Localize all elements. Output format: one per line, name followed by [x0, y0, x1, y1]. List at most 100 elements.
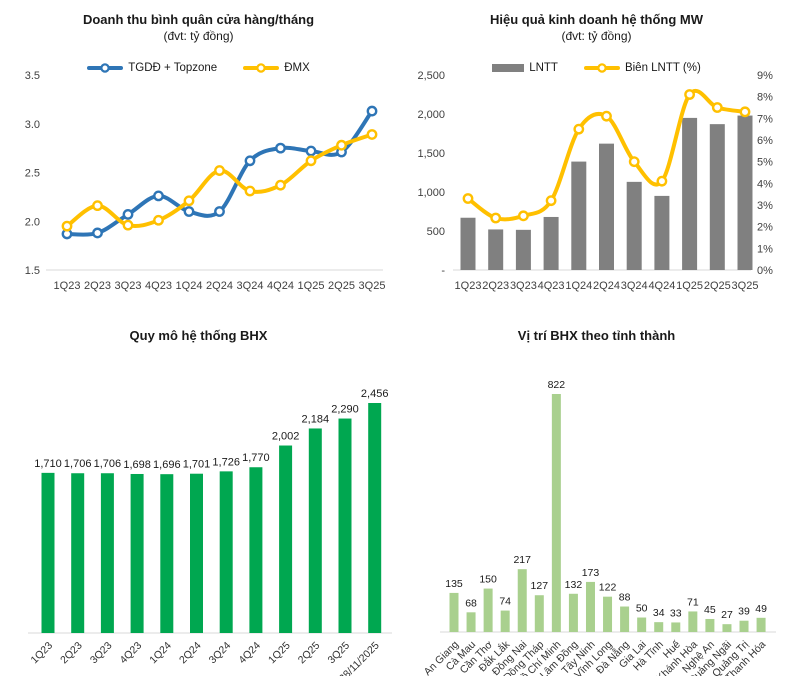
bar	[160, 474, 174, 633]
revenue-per-store-plot: 3.5 3.0 2.5 2.0 1.5 1Q23 2Q23 3Q23 4Q23 1Q24 2Q24 3…	[0, 0, 397, 310]
x-tick-label: 4Q23	[145, 280, 172, 292]
bar-value-label: 74	[499, 596, 511, 608]
bar-value-label: 1,696	[153, 459, 181, 471]
mw-performance-plot: 2,500 2,000 1,500 1,000 500 - 9% 8% 7% 6% 5% 4% 3% 2%…	[398, 0, 795, 310]
x-tick-label: 2Q25	[704, 280, 731, 292]
legend-label: Biên LNTT (%)	[624, 62, 701, 74]
bar	[308, 428, 322, 633]
legend: LNTT Biên LNTT (%)	[398, 62, 795, 74]
y-tick-label: 3.5	[25, 70, 40, 82]
right-y-tick-label: 1%	[757, 243, 773, 255]
bar-value-label: 150	[479, 574, 497, 586]
x-tick-label: 3Q25	[359, 280, 386, 292]
bar	[654, 195, 670, 270]
bar	[449, 592, 459, 632]
bar	[517, 569, 527, 632]
data-point-marker	[214, 206, 225, 217]
chart-canvas: 1,710 1Q23 1,706 2Q23 1,706 3Q23 1,698 4Q23 1,69…	[28, 388, 392, 676]
data-point-marker	[275, 142, 286, 154]
chart-mw-performance-panel: 2,500 2,000 1,500 1,000 500 - 9% 8% 7% 6% 5% 4% 3% 2%…	[398, 0, 795, 310]
y-tick-label: 2.5	[25, 168, 40, 180]
left-y-tick-label: -	[441, 265, 445, 277]
chart-title: Doanh thu bình quân cửa hàng/tháng	[82, 12, 315, 27]
bar	[585, 581, 595, 632]
chart-canvas: 2,500 2,000 1,500 1,000 500 - 9% 8% 7% 6% 5% 4% 3% 2%…	[417, 70, 773, 292]
x-tick-label: 1Q23	[54, 280, 81, 292]
bar	[534, 595, 544, 632]
x-tick-label: 2Q25	[296, 640, 323, 667]
y-tick-label: 1.5	[25, 265, 40, 277]
left-y-tick-label: 1,500	[417, 148, 445, 160]
right-y-tick-label: 4%	[757, 178, 773, 190]
data-point-marker	[61, 220, 73, 232]
bar-value-label: 135	[445, 578, 463, 590]
x-tick-label: 3Q24	[237, 280, 264, 292]
chart-title: Hiệu quả kinh doanh hệ thống MW	[489, 12, 704, 27]
x-tick-label: 1Q25	[298, 280, 325, 292]
bar-value-label: 173	[582, 567, 600, 579]
bar	[654, 622, 664, 632]
data-point-marker	[244, 155, 256, 167]
y-tick-label: 2.0	[25, 216, 40, 228]
chart-subtitle: (đvt: tỷ đồng)	[163, 29, 234, 43]
data-point-marker	[214, 165, 225, 176]
bar	[637, 617, 647, 632]
data-point-marker	[153, 214, 164, 226]
bar	[603, 596, 613, 632]
right-y-tick-label: 5%	[757, 157, 773, 169]
bar	[249, 467, 263, 633]
bar	[71, 473, 85, 633]
bar-value-label: 88	[619, 592, 631, 604]
bar-value-label: 822	[548, 379, 566, 391]
x-tick-label: 3Q23	[510, 280, 537, 292]
legend: TGDĐ + Topzone ĐMX	[0, 62, 397, 74]
x-tick-label: 2Q23	[482, 280, 509, 292]
x-tick-label: 3Q25	[325, 640, 352, 667]
bar	[568, 593, 578, 632]
bar	[279, 445, 293, 633]
x-tick-label: 1Q23	[455, 280, 482, 292]
x-tick-label: 2Q25	[328, 280, 355, 292]
bar-value-label: 132	[565, 579, 583, 591]
bar-value-label: 217	[513, 554, 531, 566]
x-tick-label: 2Q23	[58, 640, 85, 667]
chart-bhx-provinces-panel: 135 An Giang 68 Cà Mau 150 Cần Thơ 74 Đắk Lắk 21…	[398, 312, 795, 676]
bar	[682, 117, 698, 271]
bar-value-label: 1,726	[212, 456, 240, 468]
legend-item-lntt: LNTT	[492, 62, 558, 74]
bar	[500, 610, 510, 632]
bar-value-label: 39	[738, 606, 750, 618]
bar-value-label: 2,184	[302, 413, 330, 425]
x-tick-label: 1Q24	[565, 280, 592, 292]
bar	[219, 471, 233, 633]
left-y-tick-label: 1,000	[417, 187, 445, 199]
x-tick-label: 2Q24	[177, 640, 204, 667]
bhx-provinces-plot: 135 An Giang 68 Cà Mau 150 Cần Thơ 74 Đắk Lắk 21…	[398, 312, 795, 676]
bar	[483, 588, 493, 632]
bar	[368, 403, 382, 633]
bar-value-label: 2,290	[331, 404, 359, 416]
x-tick-label: 3Q24	[207, 640, 234, 667]
x-tick-label: 2Q23	[84, 280, 111, 292]
bar	[338, 418, 352, 633]
data-point-marker	[183, 206, 195, 217]
bar	[626, 181, 642, 270]
bar-value-label: 71	[687, 596, 699, 608]
bar-value-label: 68	[465, 597, 477, 609]
bar	[190, 473, 203, 633]
bar-value-label: 127	[531, 580, 549, 592]
bar-value-label: 1,706	[94, 458, 122, 470]
bar	[709, 124, 725, 270]
bar	[620, 606, 630, 632]
x-tick-label: 3Q25	[732, 280, 759, 292]
right-y-tick-label: 9%	[757, 70, 773, 82]
x-tick-label: 3Q24	[621, 280, 648, 292]
left-y-tick-label: 2,000	[417, 109, 445, 121]
data-point-marker	[656, 175, 668, 187]
x-tick-label: 4Q24	[267, 280, 294, 292]
data-point-marker	[122, 219, 134, 231]
data-point-marker	[153, 190, 164, 202]
data-point-marker	[122, 209, 134, 220]
x-tick-label: 1Q25	[676, 280, 703, 292]
